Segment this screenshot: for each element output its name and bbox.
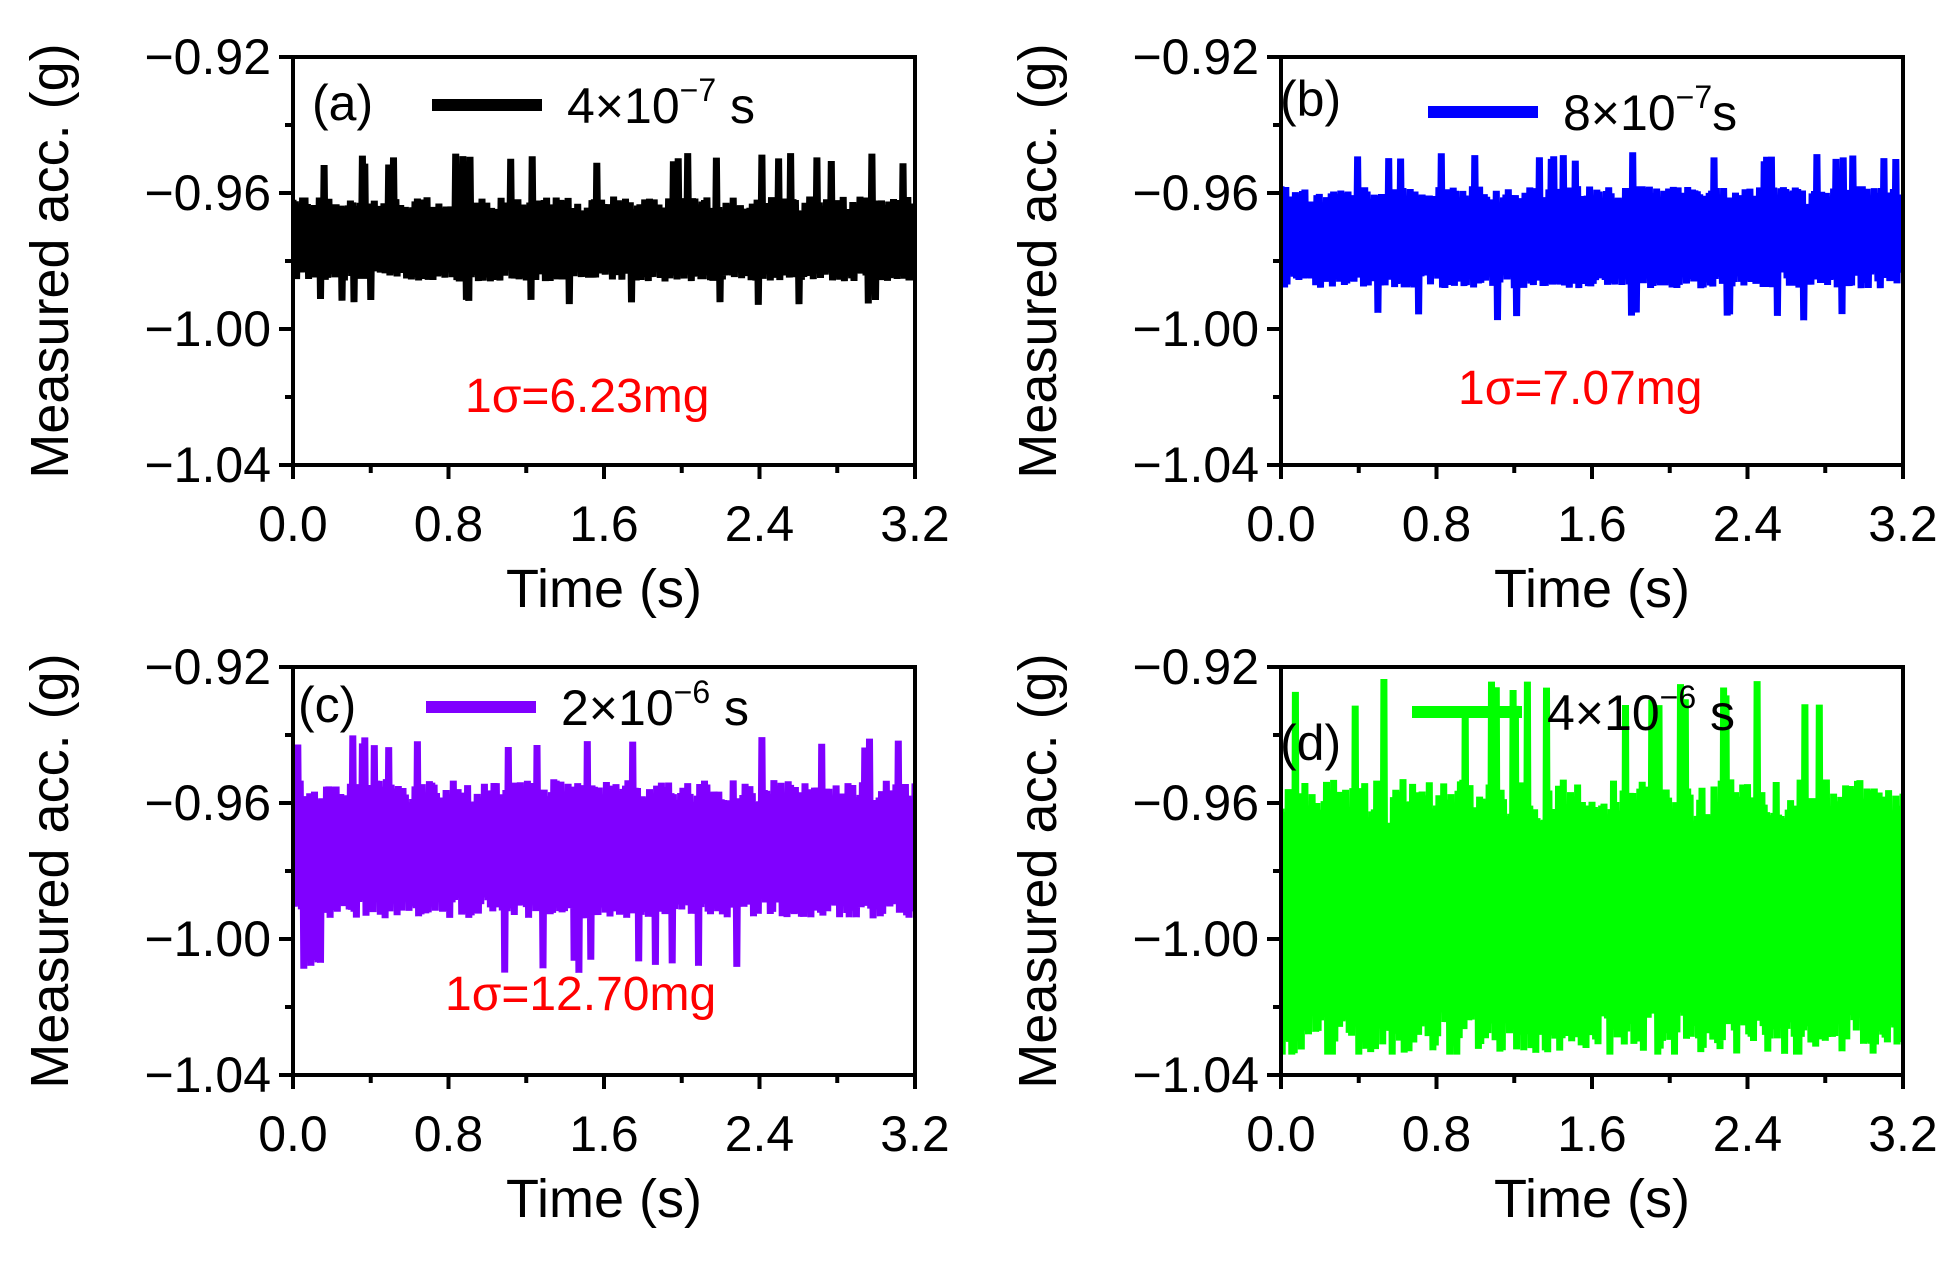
sigma-annotation: 1σ=6.23mg (465, 370, 709, 423)
y-tick-label: −0.92 (1132, 29, 1259, 85)
y-tick-label: −1.04 (144, 1047, 271, 1103)
panel-b: 0.0 0.8 1.6 2.4 3.2 −0.92 −0.96 −1.00 −1.04 Time … (1008, 29, 1938, 619)
y-tick-label: −0.96 (144, 775, 271, 831)
x-tick-label: 1.6 (569, 1106, 639, 1162)
panel-label: (c) (298, 677, 356, 733)
panel-label: (b) (1280, 71, 1341, 127)
x-tick-label: 0.8 (1402, 1106, 1472, 1162)
x-tick-label: 0.0 (258, 496, 328, 552)
x-tick-label: 0.0 (1246, 496, 1316, 552)
legend-label: 2×10−6 s (561, 674, 749, 736)
y-tick-label: −1.04 (144, 437, 271, 493)
x-tick-label: 0.0 (258, 1106, 328, 1162)
x-tick-label: 0.8 (414, 496, 484, 552)
y-axis-title: Measured acc. (g) (1008, 43, 1068, 478)
x-tick-label: 2.4 (725, 1106, 795, 1162)
y-tick-label: −1.00 (144, 301, 271, 357)
series-line (1281, 152, 1903, 321)
legend-label: 4×10−6 s (1547, 679, 1735, 741)
x-tick-label: 3.2 (1868, 496, 1938, 552)
panel-c: 0.0 0.8 1.6 2.4 3.2 −0.92 −0.96 −1.00 −1.04 Time … (20, 639, 950, 1229)
panel-a: 0.0 0.8 1.6 2.4 3.2 −0.92 −0.96 −1.00 −1.04 Time … (20, 29, 950, 619)
y-axis-title: Measured acc. (g) (1008, 653, 1068, 1088)
y-tick-label: −0.96 (1132, 775, 1259, 831)
x-axis-title: Time (s) (506, 559, 702, 619)
sigma-annotation: 1σ=7.07mg (1458, 362, 1702, 415)
legend-label: 8×10−7s (1563, 79, 1737, 141)
x-tick-label: 0.8 (1402, 496, 1472, 552)
y-tick-label: −1.04 (1132, 1047, 1259, 1103)
x-tick-label: 0.0 (1246, 1106, 1316, 1162)
y-axis-title: Measured acc. (g) (20, 653, 80, 1088)
x-tick-label: 1.6 (569, 496, 639, 552)
y-tick-label: −0.96 (1132, 165, 1259, 221)
y-tick-label: −0.92 (144, 639, 271, 695)
y-tick-label: −0.92 (144, 29, 271, 85)
x-tick-label: 2.4 (725, 496, 795, 552)
series-line (293, 735, 915, 973)
y-tick-label: −0.92 (1132, 639, 1259, 695)
x-axis-title: Time (s) (1494, 559, 1690, 619)
y-tick-label: −1.00 (1132, 301, 1259, 357)
x-tick-label: 3.2 (1868, 1106, 1938, 1162)
y-axis-title: Measured acc. (g) (20, 43, 80, 478)
x-tick-label: 3.2 (880, 496, 950, 552)
y-tick-label: −1.00 (144, 911, 271, 967)
panel-d: 0.0 0.8 1.6 2.4 3.2 −0.92 −0.96 −1.00 −1.04 Time … (1008, 639, 1938, 1229)
x-tick-label: 2.4 (1713, 496, 1783, 552)
y-tick-label: −0.96 (144, 165, 271, 221)
x-tick-label: 0.8 (414, 1106, 484, 1162)
x-tick-label: 1.6 (1557, 496, 1627, 552)
x-tick-label: 3.2 (880, 1106, 950, 1162)
x-tick-label: 1.6 (1557, 1106, 1627, 1162)
sigma-annotation: 1σ=12.70mg (445, 968, 716, 1021)
panel-label: (a) (312, 75, 373, 131)
y-tick-label: −1.00 (1132, 911, 1259, 967)
y-tick-label: −1.04 (1132, 437, 1259, 493)
series-line (293, 153, 915, 305)
x-axis-title: Time (s) (506, 1169, 702, 1229)
x-axis-title: Time (s) (1494, 1169, 1690, 1229)
series-line (1281, 678, 1903, 1055)
legend-label: 4×10−7 s (567, 72, 755, 134)
x-tick-label: 2.4 (1713, 1106, 1783, 1162)
panel-label: (d) (1280, 715, 1341, 771)
